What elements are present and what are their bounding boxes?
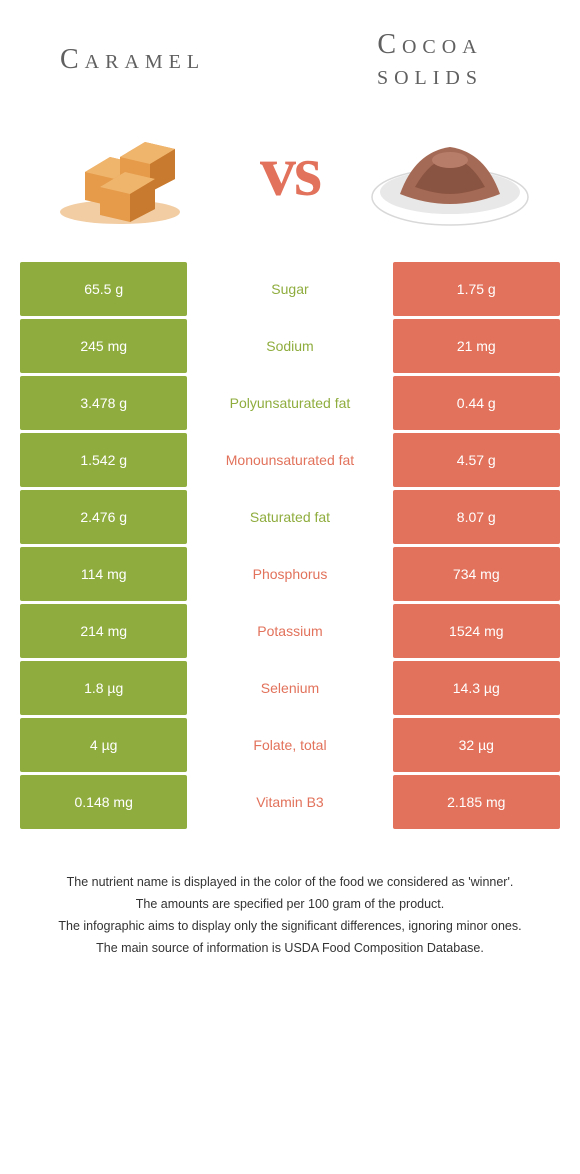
footer-line: The main source of information is USDA F… <box>40 938 540 958</box>
left-value: 0.148 mg <box>20 775 187 829</box>
footer: The nutrient name is displayed in the co… <box>0 832 580 958</box>
footer-line: The infographic aims to display only the… <box>40 916 540 936</box>
nutrient-label: Folate, total <box>187 718 392 772</box>
caramel-image <box>40 112 220 232</box>
right-value: 734 mg <box>393 547 560 601</box>
left-value: 4 µg <box>20 718 187 772</box>
left-value: 245 mg <box>20 319 187 373</box>
right-value: 14.3 µg <box>393 661 560 715</box>
images-row: vs <box>0 102 580 262</box>
left-value: 114 mg <box>20 547 187 601</box>
nutrient-label: Sodium <box>187 319 392 373</box>
table-row: 214 mgPotassium1524 mg <box>20 604 560 658</box>
nutrient-label: Monounsaturated fat <box>187 433 392 487</box>
nutrient-label: Phosphorus <box>187 547 392 601</box>
table-row: 1.542 gMonounsaturated fat4.57 g <box>20 433 560 487</box>
nutrient-label: Sugar <box>187 262 392 316</box>
right-value: 4.57 g <box>393 433 560 487</box>
right-value: 0.44 g <box>393 376 560 430</box>
table-row: 245 mgSodium21 mg <box>20 319 560 373</box>
table-row: 2.476 gSaturated fat8.07 g <box>20 490 560 544</box>
table-row: 3.478 gPolyunsaturated fat0.44 g <box>20 376 560 430</box>
right-value: 1.75 g <box>393 262 560 316</box>
left-value: 214 mg <box>20 604 187 658</box>
right-value: 2.185 mg <box>393 775 560 829</box>
nutrient-label: Saturated fat <box>187 490 392 544</box>
cocoa-image <box>360 112 540 232</box>
comparison-table: 65.5 gSugar1.75 g245 mgSodium21 mg3.478 … <box>0 262 580 829</box>
footer-line: The amounts are specified per 100 gram o… <box>40 894 540 914</box>
right-value: 32 µg <box>393 718 560 772</box>
nutrient-label: Potassium <box>187 604 392 658</box>
nutrient-label: Polyunsaturated fat <box>187 376 392 430</box>
left-value: 1.542 g <box>20 433 187 487</box>
table-row: 0.148 mgVitamin B32.185 mg <box>20 775 560 829</box>
table-row: 4 µgFolate, total32 µg <box>20 718 560 772</box>
right-value: 21 mg <box>393 319 560 373</box>
right-value: 1524 mg <box>393 604 560 658</box>
right-value: 8.07 g <box>393 490 560 544</box>
header: Caramel Cocoa solids <box>0 0 580 102</box>
left-value: 2.476 g <box>20 490 187 544</box>
nutrient-label: Selenium <box>187 661 392 715</box>
left-value: 1.8 µg <box>20 661 187 715</box>
right-title: Cocoa solids <box>340 30 520 92</box>
left-title: Caramel <box>60 45 205 76</box>
table-row: 65.5 gSugar1.75 g <box>20 262 560 316</box>
footer-line: The nutrient name is displayed in the co… <box>40 872 540 892</box>
left-value: 3.478 g <box>20 376 187 430</box>
vs-text: vs <box>260 130 320 213</box>
table-row: 1.8 µgSelenium14.3 µg <box>20 661 560 715</box>
table-row: 114 mgPhosphorus734 mg <box>20 547 560 601</box>
left-value: 65.5 g <box>20 262 187 316</box>
nutrient-label: Vitamin B3 <box>187 775 392 829</box>
